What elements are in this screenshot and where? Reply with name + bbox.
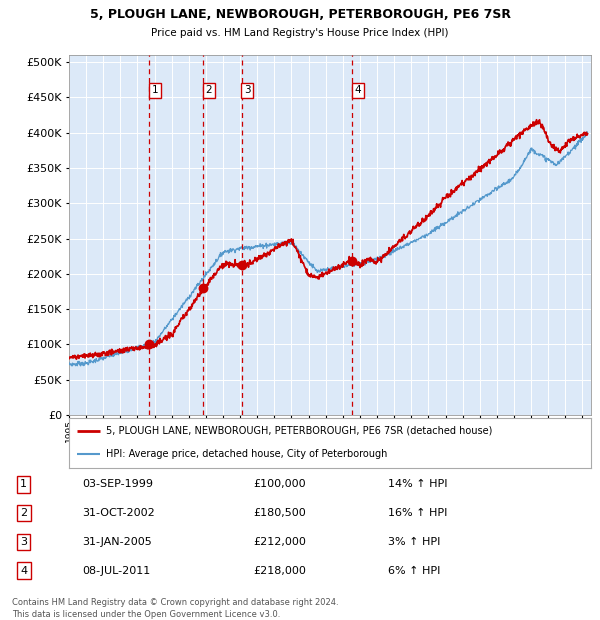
Text: £180,500: £180,500 [253, 508, 306, 518]
Point [347, 256, 356, 266]
Text: 08-JUL-2011: 08-JUL-2011 [82, 565, 151, 575]
Text: 16% ↑ HPI: 16% ↑ HPI [388, 508, 448, 518]
Text: 31-JAN-2005: 31-JAN-2005 [82, 537, 152, 547]
Text: 6% ↑ HPI: 6% ↑ HPI [388, 565, 440, 575]
Text: £218,000: £218,000 [253, 565, 306, 575]
Text: 14% ↑ HPI: 14% ↑ HPI [388, 479, 448, 489]
Text: Price paid vs. HM Land Registry's House Price Index (HPI): Price paid vs. HM Land Registry's House … [151, 28, 449, 38]
Text: £212,000: £212,000 [253, 537, 306, 547]
Text: £100,000: £100,000 [253, 479, 305, 489]
Text: 3: 3 [244, 86, 251, 95]
Text: 31-OCT-2002: 31-OCT-2002 [82, 508, 155, 518]
Text: 1: 1 [20, 479, 27, 489]
Text: 5, PLOUGH LANE, NEWBOROUGH, PETERBOROUGH, PE6 7SR: 5, PLOUGH LANE, NEWBOROUGH, PETERBOROUGH… [89, 8, 511, 21]
Point [144, 340, 154, 350]
Text: 2: 2 [206, 86, 212, 95]
Text: HPI: Average price, detached house, City of Peterborough: HPI: Average price, detached house, City… [106, 449, 387, 459]
Text: 3% ↑ HPI: 3% ↑ HPI [388, 537, 440, 547]
Text: 1: 1 [151, 86, 158, 95]
Text: 5, PLOUGH LANE, NEWBOROUGH, PETERBOROUGH, PE6 7SR (detached house): 5, PLOUGH LANE, NEWBOROUGH, PETERBOROUGH… [106, 425, 492, 435]
Text: 4: 4 [355, 86, 361, 95]
Text: 2: 2 [20, 508, 27, 518]
Point [198, 283, 208, 293]
Text: 3: 3 [20, 537, 27, 547]
Text: 03-SEP-1999: 03-SEP-1999 [82, 479, 154, 489]
Text: This data is licensed under the Open Government Licence v3.0.: This data is licensed under the Open Gov… [12, 610, 280, 619]
Text: 4: 4 [20, 565, 27, 575]
Text: Contains HM Land Registry data © Crown copyright and database right 2024.: Contains HM Land Registry data © Crown c… [12, 598, 338, 607]
Point [237, 260, 247, 270]
